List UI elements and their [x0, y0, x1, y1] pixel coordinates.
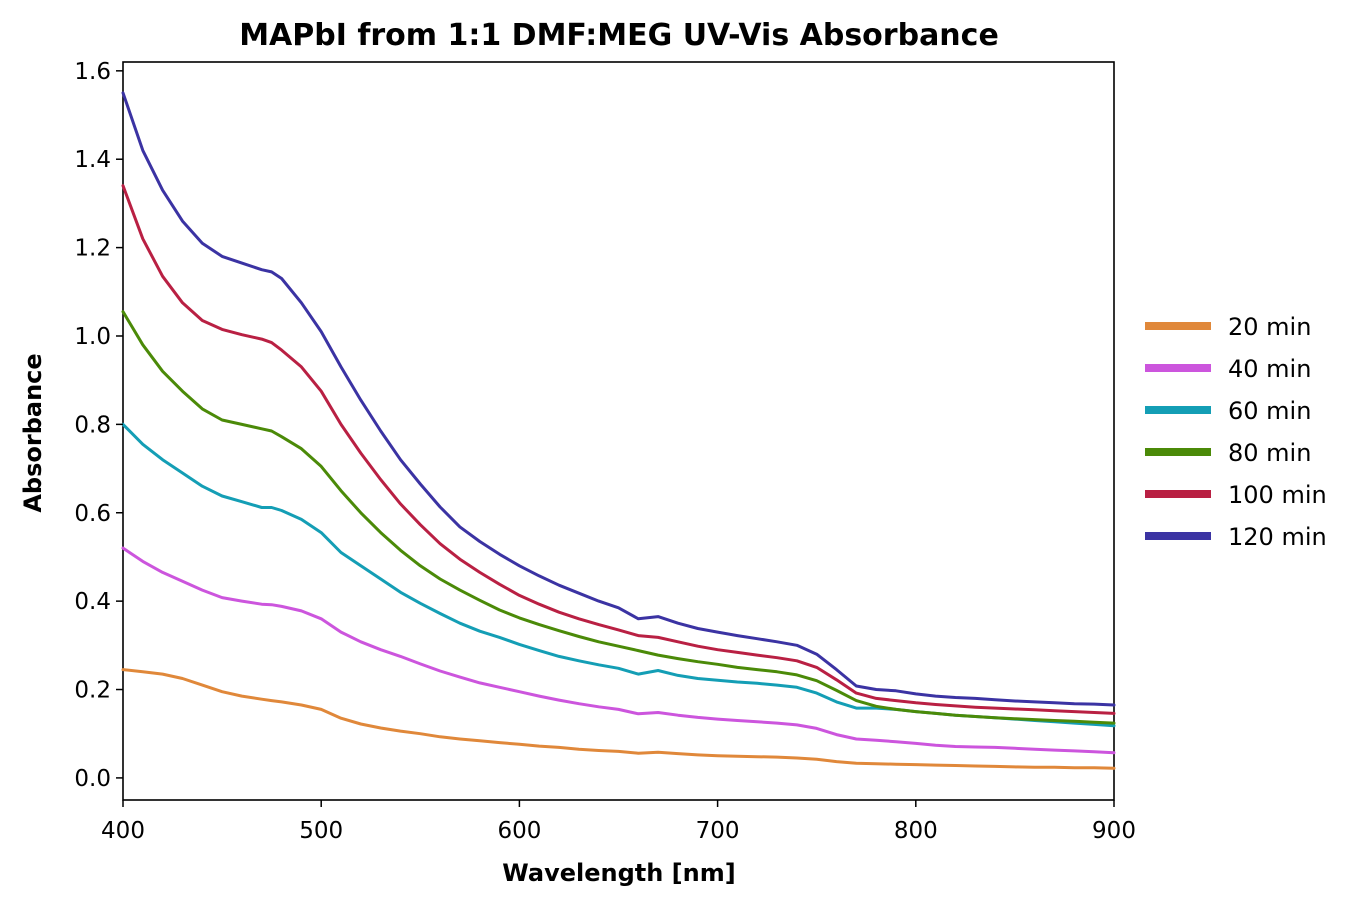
y-tick-label: 0.4: [74, 589, 111, 615]
x-tick-label: 600: [497, 818, 541, 844]
y-tick-label: 1.0: [74, 324, 111, 350]
x-axis-ticks: 400 500 600 700 800 900: [101, 800, 1136, 844]
legend-label-2: 40 min: [1228, 355, 1311, 383]
plot-frame: [122, 61, 1115, 801]
series-line-5: [121, 184, 1116, 715]
y-tick-label: 1.6: [74, 59, 111, 85]
legend-label-5: 100 min: [1228, 481, 1327, 509]
plot-area: [121, 61, 1116, 801]
series-line-1: [121, 668, 1116, 770]
series-group: [121, 91, 1116, 770]
x-tick-label: 700: [696, 818, 740, 844]
series-line-4: [121, 310, 1116, 725]
y-tick-label: 0.2: [74, 678, 111, 704]
y-tick-label: 1.4: [74, 147, 111, 173]
y-tick-label: 0.6: [74, 501, 111, 527]
chart-title: MAPbI from 1:1 DMF:MEG UV-Vis Absorbance: [239, 18, 999, 53]
legend-label-1: 20 min: [1228, 313, 1311, 341]
x-tick-label: 800: [894, 818, 938, 844]
legend-label-3: 60 min: [1228, 397, 1311, 425]
y-axis-label: Absorbance: [19, 353, 47, 512]
series-line-2: [121, 546, 1116, 755]
x-tick-label: 500: [299, 818, 343, 844]
x-tick-label: 400: [101, 818, 145, 844]
legend: 20 min 40 min 60 min 80 min 100 min 120 min: [1145, 313, 1327, 551]
y-tick-label: 0.0: [74, 766, 111, 792]
x-axis-label: Wavelength [nm]: [502, 859, 735, 887]
y-axis-ticks: 0.0 0.2 0.4 0.6 0.8 1.0 1.2 1.4 1.6: [74, 59, 123, 792]
series-line-6: [121, 91, 1116, 707]
y-tick-label: 1.2: [74, 236, 111, 262]
series-line-3: [121, 422, 1116, 728]
y-tick-label: 0.8: [74, 412, 111, 438]
legend-label-4: 80 min: [1228, 439, 1311, 467]
x-tick-label: 900: [1092, 818, 1136, 844]
legend-label-6: 120 min: [1228, 523, 1327, 551]
